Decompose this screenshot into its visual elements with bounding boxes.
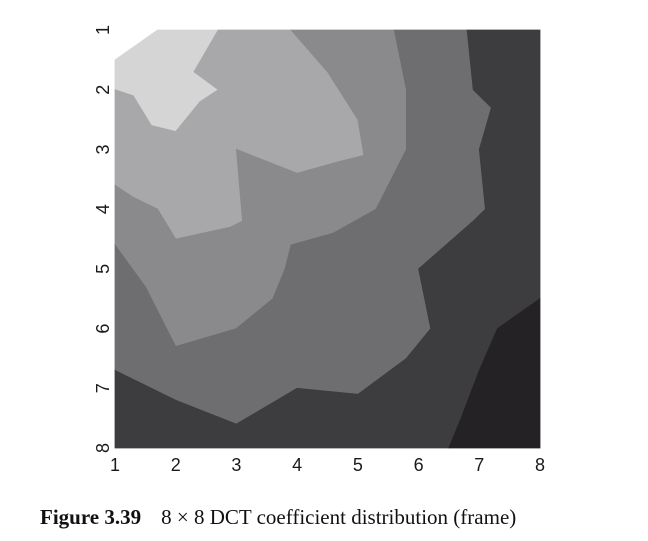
x-tick-label: 2: [171, 455, 181, 475]
y-tick-label: 7: [93, 383, 113, 393]
y-tick-label: 3: [93, 144, 113, 154]
x-tick-label: 6: [414, 455, 424, 475]
figure-caption: Figure 3.39 8 × 8 DCT coefficient distrib…: [40, 505, 516, 530]
contour-regions: [114, 29, 541, 449]
figure-number: Figure 3.39: [40, 505, 142, 529]
x-tick-label: 5: [353, 455, 363, 475]
x-tick-label: 7: [474, 455, 484, 475]
y-tick-label: 8: [93, 443, 113, 453]
x-tick-label: 1: [110, 455, 120, 475]
x-tick-label: 8: [535, 455, 545, 475]
y-tick-labels: 1 2 3 4 5 6 7 8: [93, 25, 113, 453]
contour-chart: 1 2 3 4 5 6 7 8 1 2 3 4 5 6 7 8: [93, 25, 545, 475]
contour-region-level-6: [448, 297, 541, 449]
y-tick-label: 1: [93, 25, 113, 35]
x-tick-label: 3: [231, 455, 241, 475]
y-tick-label: 6: [93, 324, 113, 334]
caption-text: 8 × 8 DCT coefficient distribution (fram…: [161, 505, 517, 529]
x-tick-labels: 1 2 3 4 5 6 7 8: [110, 455, 545, 475]
y-tick-label: 5: [93, 264, 113, 274]
x-tick-label: 4: [292, 455, 302, 475]
y-tick-label: 2: [93, 85, 113, 95]
y-tick-label: 4: [93, 204, 113, 214]
